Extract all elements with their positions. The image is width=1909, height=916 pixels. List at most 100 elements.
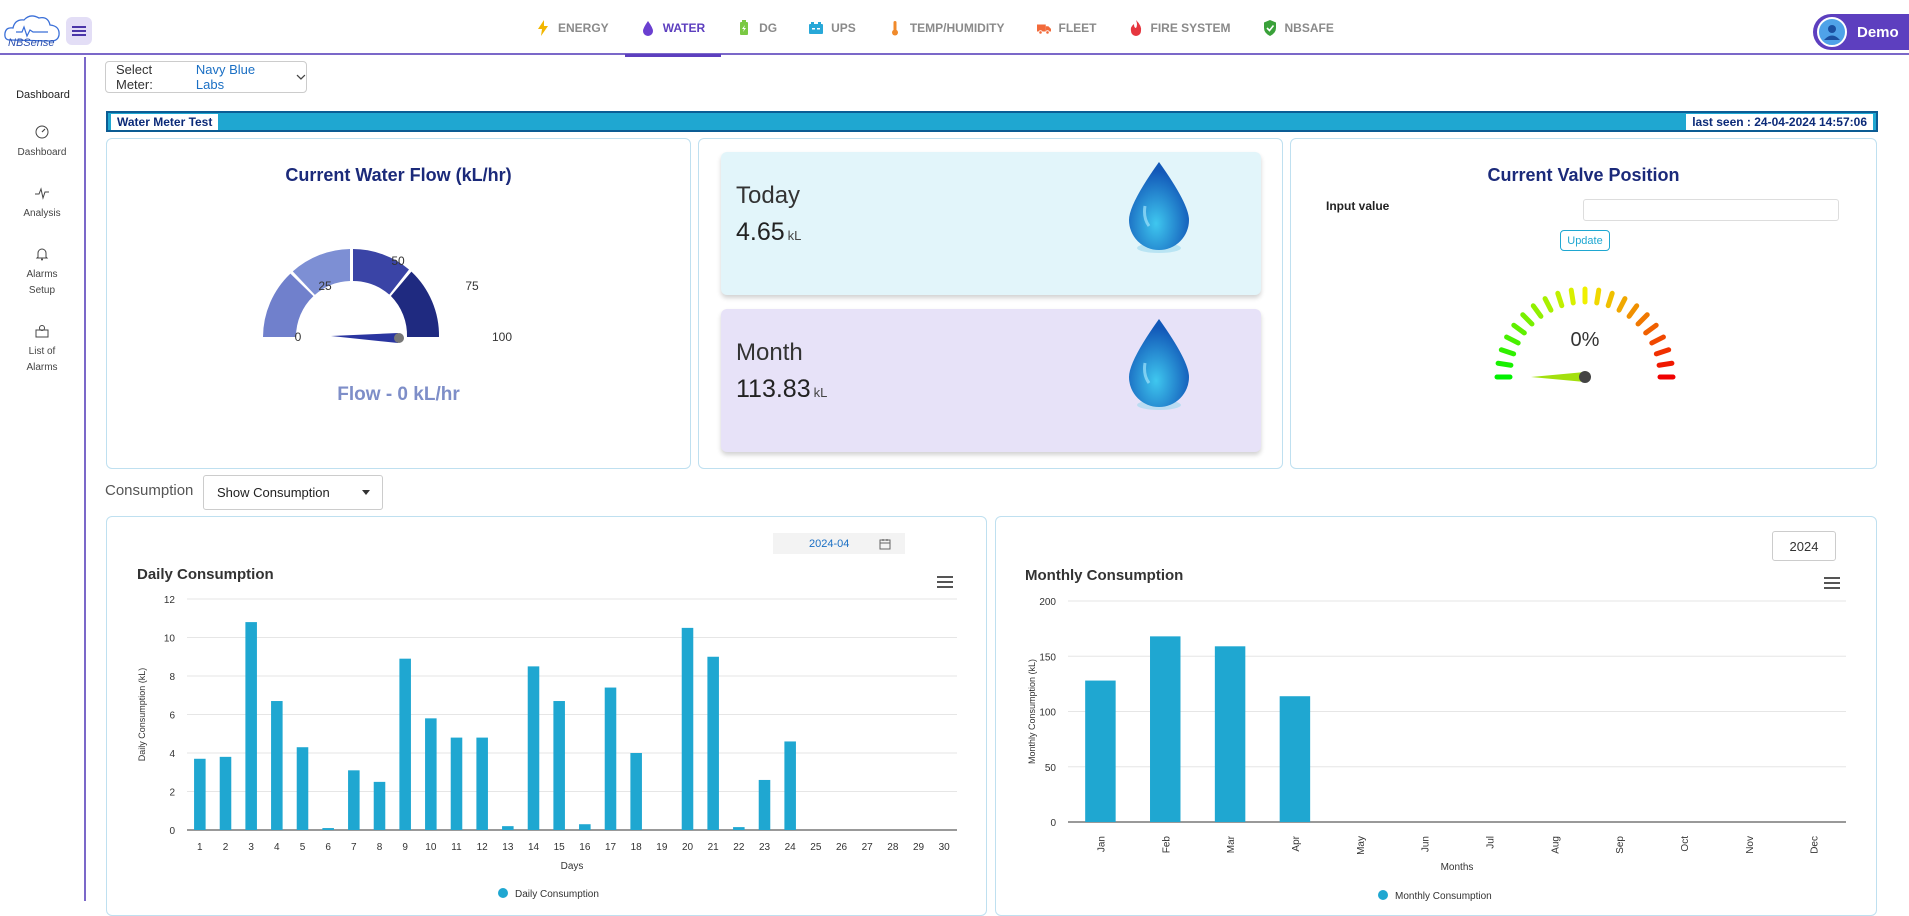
update-button[interactable]: Update xyxy=(1560,230,1610,251)
x-tick-label: Aug xyxy=(1550,836,1561,854)
x-tick-label: 17 xyxy=(605,842,617,853)
menu-icon xyxy=(72,26,86,36)
gauge-tick-75: 75 xyxy=(465,279,479,293)
battery-icon xyxy=(740,19,749,35)
y-tick-label: 150 xyxy=(1039,652,1056,663)
chart-menu-icon[interactable] xyxy=(1824,576,1840,590)
bar[interactable] xyxy=(219,756,232,830)
consumption-select[interactable]: Show Consumption xyxy=(203,475,383,510)
tab-fire-system[interactable]: FIRE SYSTEM xyxy=(1113,0,1247,55)
valve-input[interactable] xyxy=(1583,199,1839,221)
bar[interactable] xyxy=(604,687,617,830)
x-axis-label: Days xyxy=(561,861,584,872)
tab-ups[interactable]: UPS xyxy=(793,0,872,55)
bar[interactable] xyxy=(681,627,694,830)
x-tick-label: Dec xyxy=(1810,836,1821,854)
top-navbar: NBSense ENERGY WATER DG UPS TEMP/HUMIDIT… xyxy=(0,0,1909,57)
valve-gauge-tick xyxy=(1643,322,1659,336)
month-picker-value: 2024-04 xyxy=(809,537,850,550)
valve-gauge-tick xyxy=(1649,334,1666,346)
x-tick-label: 1 xyxy=(197,842,203,853)
bar[interactable] xyxy=(733,827,745,830)
bar[interactable] xyxy=(373,781,386,830)
bar[interactable] xyxy=(348,770,360,830)
bar[interactable] xyxy=(245,622,257,830)
tab-water[interactable]: WATER xyxy=(624,0,722,57)
bar[interactable] xyxy=(527,666,540,830)
chart-menu-icon[interactable] xyxy=(937,575,953,589)
sidebar-title: Dashboard xyxy=(16,89,70,101)
sidebar-item-analysis[interactable]: Analysis xyxy=(0,186,84,222)
sidebar-item-list-of-alarms[interactable]: List of Alarms xyxy=(0,324,84,376)
sidebar: Dashboard Dashboard Analysis Alarms Setu… xyxy=(0,57,86,901)
last-seen-text: last seen : 24-04-2024 14:57:06 xyxy=(1686,114,1873,130)
month-value: 113.83 kL xyxy=(736,375,827,404)
bar[interactable] xyxy=(502,826,514,830)
legend-label[interactable]: Monthly Consumption xyxy=(1395,891,1492,901)
sidebar-item-alarms-setup[interactable]: Alarms Setup xyxy=(0,247,84,299)
svg-text:NBSense: NBSense xyxy=(8,37,54,49)
valve-gauge-tick xyxy=(1498,347,1517,357)
x-tick-label: 9 xyxy=(402,842,408,853)
bar[interactable] xyxy=(758,779,771,830)
bar[interactable] xyxy=(707,656,719,830)
bar[interactable] xyxy=(271,701,283,830)
year-picker[interactable]: 2024 xyxy=(1772,531,1836,561)
pulse-icon xyxy=(35,187,49,200)
x-tick-label: 10 xyxy=(425,842,437,853)
meter-select-dropdown[interactable]: Select Meter: Navy Blue Labs xyxy=(105,61,307,93)
valve-position-card: Current Valve Position Input value Updat… xyxy=(1290,138,1877,469)
bar[interactable] xyxy=(579,824,591,830)
bar[interactable] xyxy=(553,701,565,830)
gauge-tick-50: 50 xyxy=(391,254,405,268)
nbsense-logo[interactable]: NBSense xyxy=(2,10,64,50)
water-drop-icon xyxy=(1129,162,1189,253)
x-tick-label: Mar xyxy=(1226,835,1237,853)
bar[interactable] xyxy=(1214,646,1246,822)
sidebar-item-dashboard[interactable]: Dashboard xyxy=(0,125,84,161)
valve-gauge-tick xyxy=(1616,296,1628,313)
hamburger-menu-button[interactable] xyxy=(66,17,92,45)
bar[interactable] xyxy=(399,658,411,830)
y-tick-label: 0 xyxy=(1050,818,1056,829)
user-menu-button[interactable]: Demo xyxy=(1813,14,1909,50)
lightning-icon xyxy=(538,19,548,36)
tab-dg[interactable]: DG xyxy=(721,0,793,55)
tab-dg-label: DG xyxy=(759,20,778,35)
tab-ups-label: UPS xyxy=(831,20,856,35)
legend-marker[interactable] xyxy=(1378,890,1388,900)
gauge-tick-100: 100 xyxy=(492,330,512,344)
bar[interactable] xyxy=(630,753,642,830)
valve-gauge-tick xyxy=(1656,360,1675,368)
bar[interactable] xyxy=(1150,636,1181,822)
legend-label[interactable]: Daily Consumption xyxy=(515,889,599,900)
gauge-tick-0: 0 xyxy=(295,330,302,344)
bar[interactable] xyxy=(450,737,463,830)
bar[interactable] xyxy=(1279,696,1311,822)
bar[interactable] xyxy=(1085,680,1116,822)
bar[interactable] xyxy=(425,718,437,830)
x-tick-label: 19 xyxy=(656,842,668,853)
bar[interactable] xyxy=(784,741,796,830)
tab-energy[interactable]: ENERGY xyxy=(520,0,625,55)
tab-fleet[interactable]: FLEET xyxy=(1021,0,1113,55)
bar[interactable] xyxy=(322,828,334,830)
tab-fire-system-label: FIRE SYSTEM xyxy=(1150,20,1231,35)
valve-gauge-tick xyxy=(1568,287,1576,306)
fire-icon xyxy=(1130,19,1141,36)
bar[interactable] xyxy=(194,758,206,830)
x-tick-label: Jul xyxy=(1485,836,1496,849)
x-tick-label: 28 xyxy=(887,842,899,853)
avatar xyxy=(1817,17,1847,47)
tab-temp-humidity[interactable]: TEMP/HUMIDITY xyxy=(872,0,1021,55)
today-number: 4.65 xyxy=(736,218,785,246)
y-tick-label: 200 xyxy=(1039,597,1056,608)
bar[interactable] xyxy=(296,747,309,830)
bar[interactable] xyxy=(476,737,488,830)
y-tick-label: 2 xyxy=(169,788,175,799)
tab-nbsafe[interactable]: NBSAFE xyxy=(1247,0,1350,55)
month-picker[interactable]: 2024-04 xyxy=(773,533,905,554)
valve-gauge-tick xyxy=(1594,287,1602,306)
meter-name: Water Meter Test xyxy=(111,114,219,130)
legend-marker[interactable] xyxy=(498,888,508,898)
